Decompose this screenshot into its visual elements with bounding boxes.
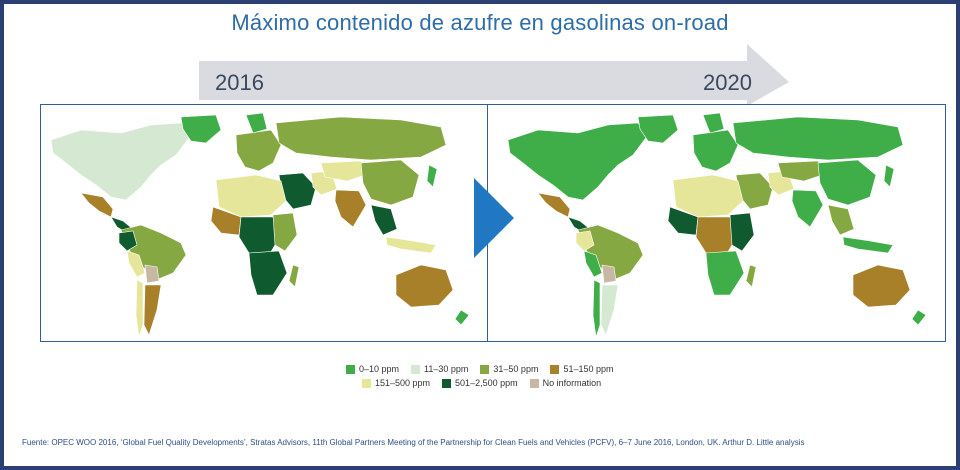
region-chile (592, 279, 601, 338)
legend-swatch (362, 378, 371, 388)
region-bolivia (144, 264, 160, 284)
region-greenland (637, 114, 679, 144)
region-china (817, 159, 877, 206)
region-russia (275, 116, 447, 161)
legend-item: 151–500 ppm (362, 378, 430, 388)
region-argentina (143, 284, 162, 336)
region-central-asia (777, 160, 829, 182)
region-middle-east (735, 172, 774, 210)
region-australia (852, 264, 911, 308)
legend-label: 501–2,500 ppm (455, 378, 518, 388)
legend: 0–10 ppm 11–30 ppm 31–50 ppm 51–150 ppm … (346, 362, 626, 390)
world-map-2020 (507, 112, 927, 338)
region-india (334, 189, 367, 228)
region-australia (395, 264, 454, 308)
region-new-zealand (454, 309, 470, 326)
legend-label: 151–500 ppm (375, 378, 431, 388)
legend-swatch (480, 364, 490, 374)
legend-label: 31–50 ppm (493, 364, 539, 374)
region-colombia (575, 230, 595, 252)
region-japan (426, 164, 438, 188)
year-2020-label: 2020 (703, 70, 752, 95)
legend-row-2: 151–500 ppm 501–2,500 ppm No information (346, 376, 626, 390)
region-north-america (507, 122, 649, 201)
region-argentina (600, 284, 619, 336)
legend-label: No information (542, 378, 602, 388)
play-arrow-icon (474, 178, 514, 258)
region-indonesia (385, 236, 437, 254)
region-indonesia (842, 236, 894, 254)
legend-label: 51–150 ppm (563, 364, 614, 374)
region-southern-africa (705, 250, 745, 296)
legend-row-1: 0–10 ppm 11–30 ppm 31–50 ppm 51–150 ppm (346, 362, 626, 376)
legend-swatch (529, 378, 539, 388)
region-east-africa (729, 212, 755, 252)
region-north-africa (215, 174, 287, 218)
region-russia (732, 116, 904, 161)
map-2020 (487, 104, 946, 342)
region-europe (692, 129, 739, 172)
region-scandinavia (245, 112, 268, 134)
region-scandinavia (702, 112, 725, 134)
timeline-arrow (199, 44, 789, 106)
legend-label: 0–10 ppm (359, 364, 400, 374)
region-madagascar (745, 264, 757, 288)
region-central-asia (320, 160, 372, 182)
region-europe (235, 129, 282, 172)
world-map-2016 (50, 112, 470, 338)
region-japan (883, 164, 895, 188)
legend-item: No information (529, 378, 602, 388)
region-west-africa (210, 206, 242, 236)
region-india (791, 189, 824, 228)
map-2016 (40, 104, 488, 342)
legend-item: 501–2,500 ppm (442, 378, 518, 388)
legend-item: 31–50 ppm (480, 364, 538, 374)
region-east-africa (272, 212, 298, 252)
region-mexico (537, 192, 571, 218)
legend-item: 0–10 ppm (346, 364, 399, 374)
region-north-africa (672, 174, 744, 218)
region-southeast-asia (827, 204, 855, 236)
legend-label: 11–30 ppm (424, 364, 469, 374)
region-middle-east (278, 172, 317, 210)
region-southeast-asia (370, 204, 398, 236)
region-madagascar (288, 264, 300, 288)
legend-swatch (550, 364, 560, 374)
year-2016-label: 2016 (215, 70, 264, 95)
region-china (360, 159, 420, 206)
region-bolivia (601, 264, 617, 284)
legend-item: 11–30 ppm (411, 364, 468, 374)
page-title: Máximo contenido de azufre en gasolinas … (231, 10, 729, 35)
region-greenland (180, 114, 222, 144)
region-peru (126, 250, 146, 278)
legend-swatch (346, 364, 355, 374)
source-note: Fuente: OPEC WOO 2016, ‘Global Fuel Qual… (22, 438, 805, 447)
legend-swatch (442, 378, 452, 388)
region-chile (135, 279, 144, 338)
region-colombia (118, 230, 138, 252)
region-north-america (50, 122, 192, 201)
legend-swatch (411, 364, 421, 374)
legend-item: 51–150 ppm (550, 364, 614, 374)
region-new-zealand (911, 309, 927, 326)
region-peru (583, 250, 603, 278)
region-mexico (80, 192, 114, 218)
region-southern-africa (248, 250, 288, 296)
region-west-africa (667, 206, 699, 236)
